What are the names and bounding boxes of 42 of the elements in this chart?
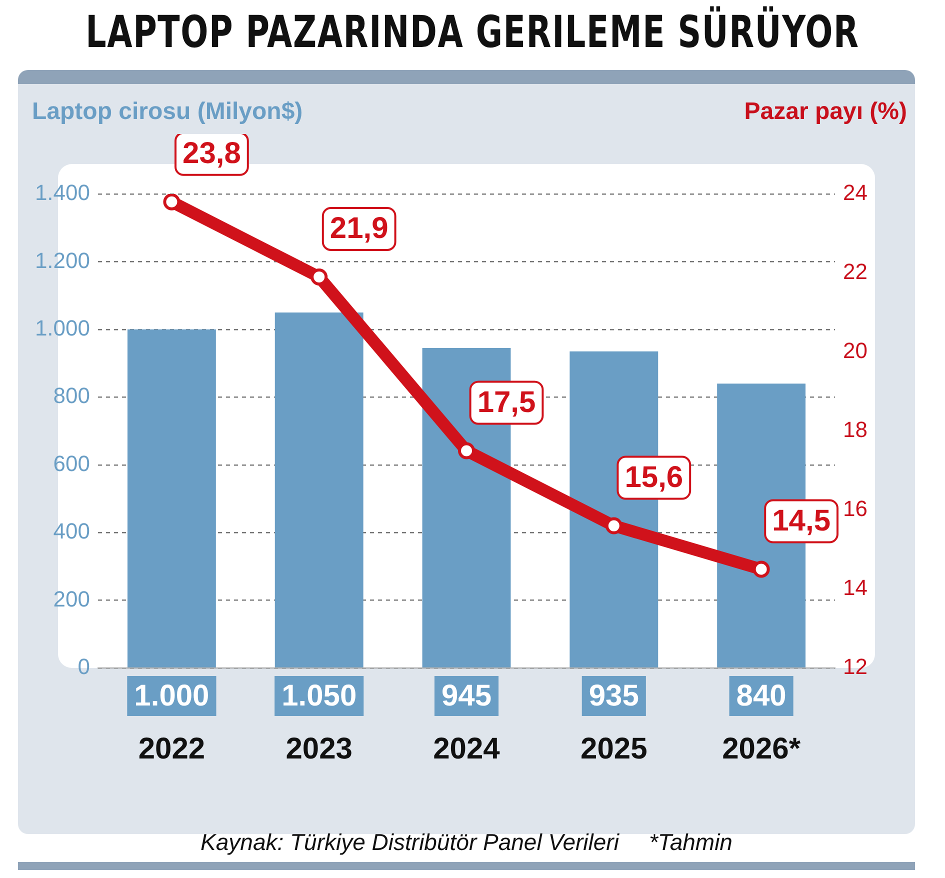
y2-tick-label: 24 (843, 180, 868, 206)
point (752, 560, 770, 578)
x-tick-label: 2023 (286, 732, 352, 766)
y-tick-label: 1.200 (34, 248, 90, 273)
data-label: 21,9 (330, 212, 388, 246)
y2-tick-label: 18 (843, 417, 868, 442)
y2-tick-label: 12 (843, 654, 868, 680)
point (310, 268, 328, 286)
bar (127, 329, 216, 668)
y-tick-label: 400 (53, 518, 90, 544)
bar (274, 312, 364, 668)
y-tick-label: 0 (78, 654, 90, 680)
y-tick-label: 800 (53, 383, 90, 408)
y2-axis-title: Pazar payı (%) (744, 98, 907, 126)
chart-title: LAPTOP PAZARINDA GERILEME SÜRÜYOR (85, 5, 860, 60)
y2-tick-label: 20 (843, 338, 868, 364)
y2-tick-label: 14 (843, 575, 868, 600)
x-tick-label: 2022 (138, 732, 206, 766)
y-tick-label: 200 (53, 586, 90, 612)
data-label: 945 (441, 679, 492, 712)
y-axis-title: Laptop cirosu (Milyon$) (32, 98, 303, 126)
x-tick-label: 2024 (433, 732, 500, 766)
data-label: 23,8 (182, 137, 241, 170)
y2-tick-label: 16 (843, 496, 868, 522)
data-label: 935 (588, 679, 639, 712)
point (163, 194, 180, 210)
text: Kaynak: Türkiye Distribütör Panel Verileri (200, 828, 619, 856)
data-label: 1.050 (282, 679, 357, 712)
x-tick-label: 2026* (722, 732, 801, 766)
y2-tick-label: 22 (843, 259, 868, 284)
data-label: 15,6 (624, 461, 684, 494)
data-label: 840 (736, 679, 786, 712)
point (458, 442, 475, 460)
data-label: 14,5 (772, 504, 830, 538)
point (605, 517, 622, 534)
text: *Tahmin (648, 828, 732, 856)
y-tick-label: 1.000 (34, 315, 90, 340)
data-label: 17,5 (477, 386, 536, 420)
y-tick-label: 1.400 (34, 180, 90, 206)
data-label: 1.000 (134, 679, 210, 712)
x-tick-label: 2025 (580, 732, 648, 766)
y-tick-label: 600 (53, 450, 90, 476)
